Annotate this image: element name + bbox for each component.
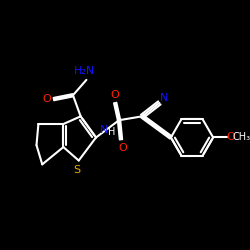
Text: O: O <box>111 90 120 100</box>
Text: N: N <box>100 125 108 135</box>
Text: N: N <box>160 93 168 103</box>
Text: CH₃: CH₃ <box>233 132 250 142</box>
Text: H₂N: H₂N <box>74 66 95 76</box>
Text: O: O <box>43 94 51 104</box>
Text: O: O <box>226 132 235 142</box>
Text: O: O <box>118 143 127 153</box>
Text: S: S <box>73 165 80 175</box>
Text: H: H <box>108 127 115 137</box>
